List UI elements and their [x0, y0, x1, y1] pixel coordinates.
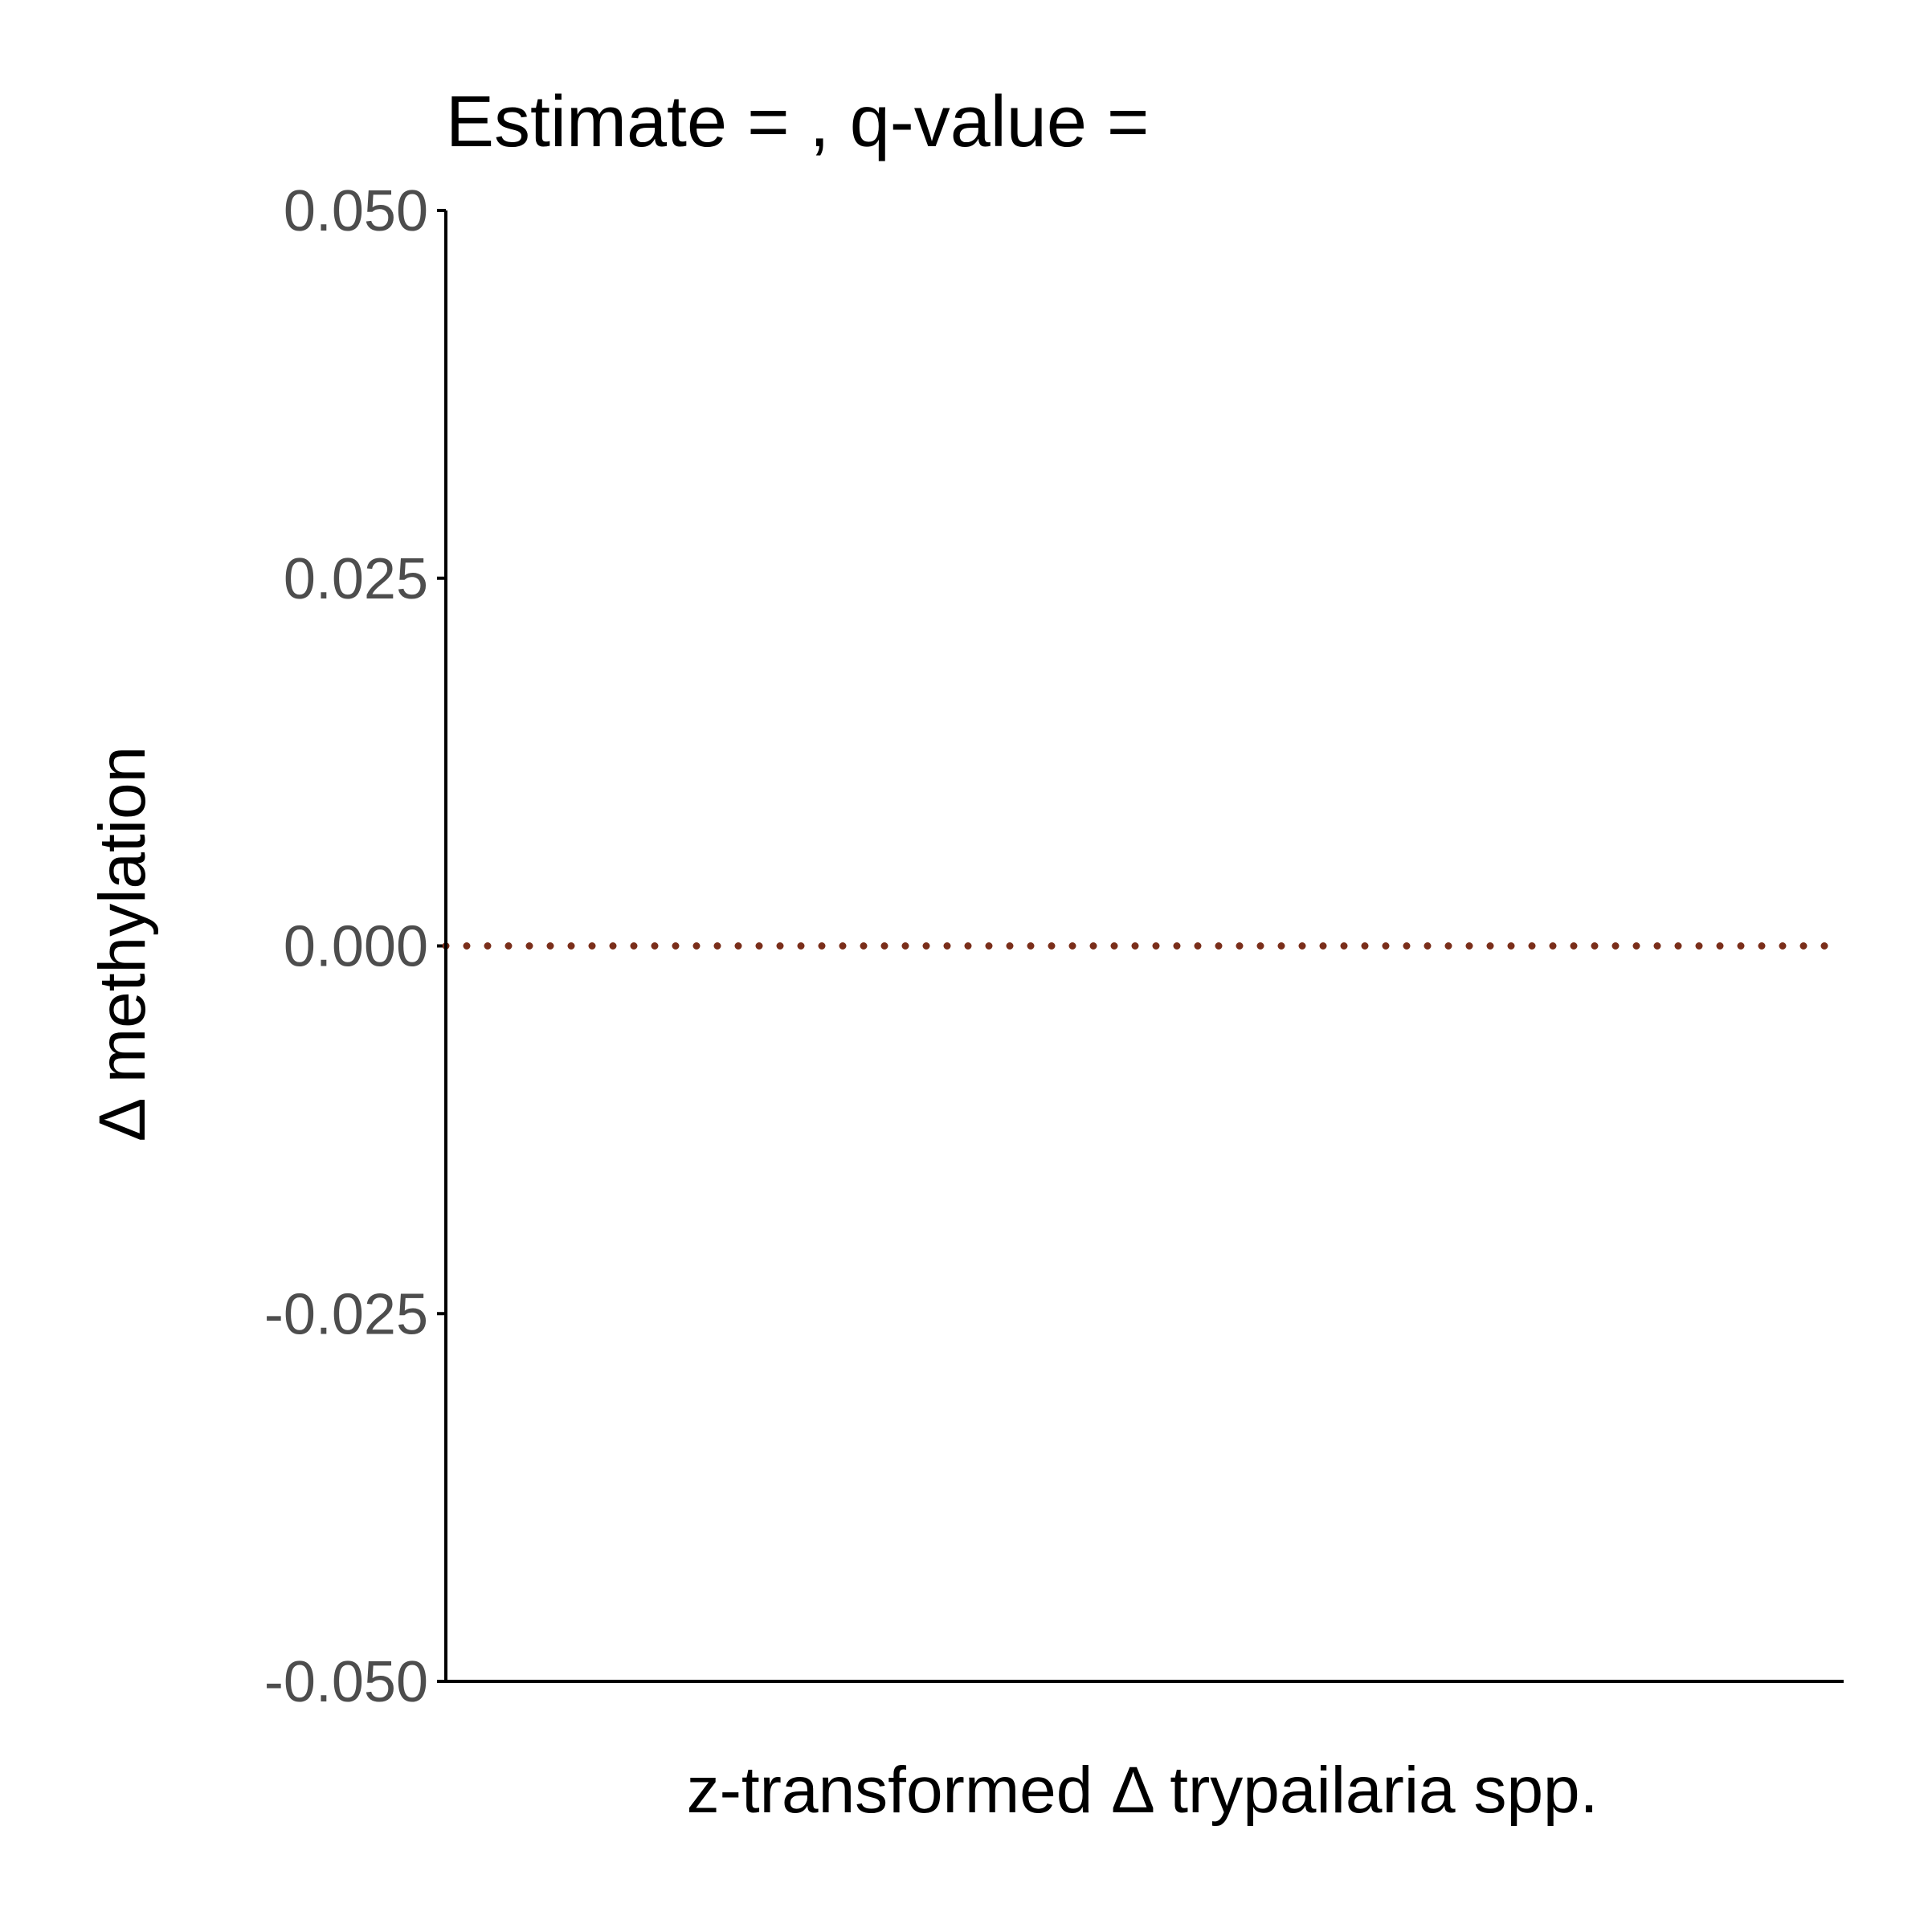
y-tick-label: 0.000 — [284, 915, 428, 979]
x-axis-title: z-transformed Δ trypailaria spp. — [687, 1754, 1599, 1827]
chart-title: Estimate = , q-value = — [446, 82, 1149, 162]
y-tick-label: -0.050 — [264, 1650, 428, 1714]
y-axis-title: Δ methylation — [86, 746, 159, 1142]
y-axis-ticks: -0.050 -0.025 0.000 0.025 0.050 — [264, 179, 446, 1714]
y-tick-label: 0.025 — [284, 547, 428, 611]
y-tick-label: -0.025 — [264, 1282, 428, 1346]
y-tick-label: 0.050 — [284, 179, 428, 243]
